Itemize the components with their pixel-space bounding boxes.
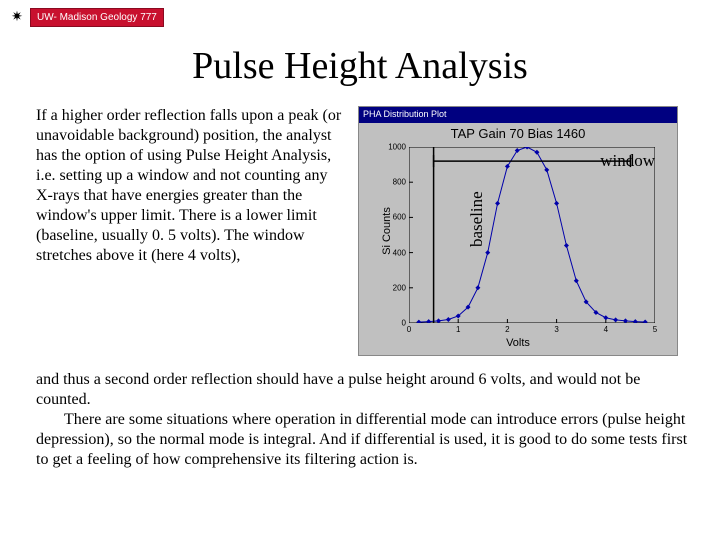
x-tick: 3: [554, 323, 558, 334]
y-tick: 600: [393, 213, 409, 222]
x-tick: 1: [456, 323, 460, 334]
page-title: Pulse Height Analysis: [0, 44, 720, 88]
y-tick: 200: [393, 283, 409, 292]
header-badge: ✷ UW- Madison Geology 777: [6, 6, 164, 28]
y-axis-label: Si Counts: [381, 207, 393, 255]
plot-area: 02004006008001000012345: [409, 147, 655, 323]
crest-icon: ✷: [6, 6, 28, 28]
y-tick: 800: [393, 178, 409, 187]
left-paragraph: If a higher order reflection falls upon …: [36, 106, 348, 356]
content-row: If a higher order reflection falls upon …: [36, 106, 688, 356]
x-tick: 0: [407, 323, 411, 334]
baseline-annotation: baseline: [467, 191, 487, 247]
bottom-paragraph-1: and thus a second order reflection shoul…: [36, 370, 688, 410]
x-axis-label: Volts: [359, 337, 677, 349]
y-tick: 400: [393, 248, 409, 257]
x-tick: 2: [505, 323, 509, 334]
x-tick: 4: [604, 323, 608, 334]
bottom-text: and thus a second order reflection shoul…: [36, 370, 688, 470]
y-tick: 1000: [388, 143, 409, 152]
plot-svg: [409, 147, 655, 323]
window-annotation: window: [600, 151, 655, 171]
chart-window-title: PHA Distribution Plot: [359, 107, 677, 123]
bottom-paragraph-2: There are some situations where operatio…: [36, 410, 688, 470]
badge-label: UW- Madison Geology 777: [30, 8, 164, 27]
x-tick: 5: [653, 323, 657, 334]
pha-chart: PHA Distribution Plot TAP Gain 70 Bias 1…: [358, 106, 678, 356]
chart-inner-title: TAP Gain 70 Bias 1460: [359, 123, 677, 143]
